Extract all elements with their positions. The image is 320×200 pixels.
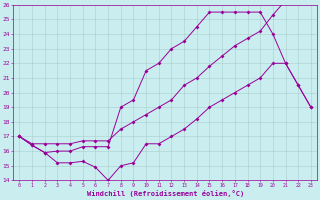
X-axis label: Windchill (Refroidissement éolien,°C): Windchill (Refroidissement éolien,°C) bbox=[86, 190, 244, 197]
